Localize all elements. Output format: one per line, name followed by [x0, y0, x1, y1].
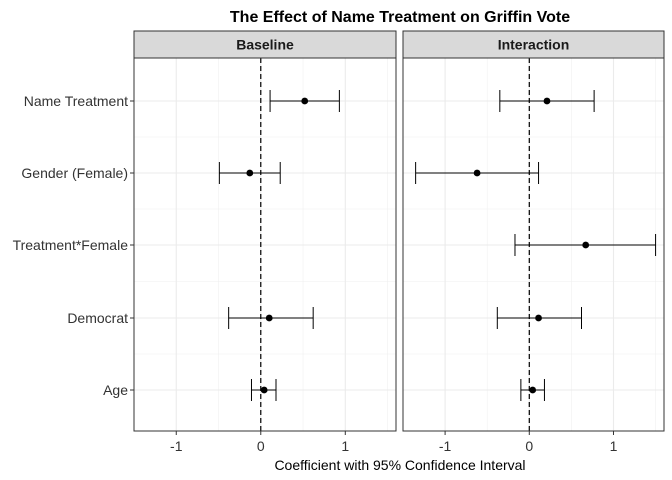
x-tick-label: 1 [341, 438, 349, 454]
panel-baseline: Baseline [133, 30, 397, 432]
point-estimate [529, 386, 537, 394]
x-axis: -1 0 1 -1 0 1 [170, 431, 618, 454]
facet-strip [402, 30, 665, 59]
y-tick-label: Age [103, 382, 128, 398]
x-tick-label: 0 [525, 438, 533, 454]
point-estimate [535, 314, 542, 322]
y-axis: Name Treatment Gender (Female) Treatment*F… [13, 93, 134, 398]
point-estimate [246, 169, 254, 177]
x-tick-label: -1 [439, 438, 452, 454]
y-tick-label: Treatment*Female [13, 237, 129, 253]
x-tick-label: 0 [257, 438, 265, 454]
x-tick-label: -1 [170, 438, 183, 454]
panel-interaction: Interaction [402, 30, 665, 432]
point-estimate [473, 169, 481, 177]
x-tick-label: 1 [610, 438, 618, 454]
point-estimate [265, 314, 273, 322]
x-axis-title: Coefficient with 95% Confidence Interval [274, 457, 525, 473]
facet-strip-label: Baseline [236, 37, 294, 53]
point-estimate [582, 241, 590, 249]
facet-strip-label: Interaction [498, 37, 570, 53]
point-estimate [260, 386, 268, 394]
point-estimate [543, 97, 551, 105]
chart-title: The Effect of Name Treatment on Griffin … [230, 9, 570, 26]
panel-border [402, 57, 665, 432]
y-tick-label: Name Treatment [24, 93, 128, 109]
y-tick-label: Democrat [67, 310, 128, 326]
y-tick-label: Gender (Female) [21, 165, 128, 181]
facet-strip [133, 30, 397, 59]
point-estimate [301, 97, 309, 105]
facet-panels: Baseline Interaction [133, 30, 665, 432]
